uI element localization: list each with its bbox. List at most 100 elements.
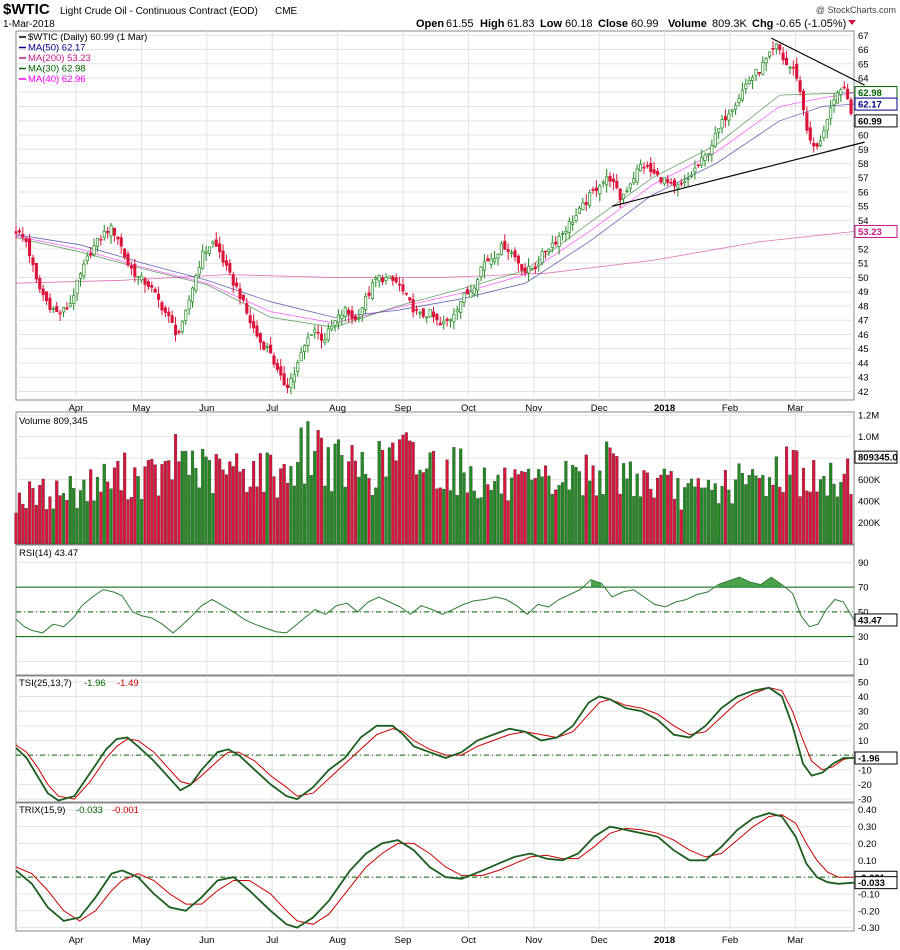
price-tag: 62.17	[858, 100, 882, 111]
volume-bar	[431, 451, 436, 545]
candle-body	[150, 285, 154, 288]
candle-body	[540, 251, 544, 263]
tsi-signal-value: -1.49	[117, 678, 139, 689]
volume-title: Volume 809,345	[19, 416, 88, 427]
volume-bar	[275, 497, 279, 545]
x-tick-label-bottom: Aug	[329, 935, 346, 946]
volume-bar	[686, 483, 690, 545]
volume-bar	[554, 489, 558, 545]
x-tick-label-price: Jun	[199, 403, 214, 414]
price-tag-box	[854, 97, 898, 111]
volume-bar	[41, 478, 45, 545]
candle-body	[309, 334, 313, 336]
volume-bar	[129, 497, 133, 545]
candle-body	[476, 279, 480, 291]
candle-body	[116, 236, 120, 240]
candle-body	[567, 221, 571, 233]
volume-bar	[367, 478, 371, 545]
y-tick-label: 70	[858, 583, 869, 594]
volume-bar	[316, 430, 320, 545]
candle-body	[662, 177, 666, 185]
candle-body	[414, 309, 419, 311]
candle-body	[693, 167, 697, 173]
candle-body	[801, 90, 806, 111]
volume-bar	[822, 475, 826, 545]
candle-body	[224, 260, 229, 266]
volume-bar	[520, 471, 524, 545]
candle-body	[425, 316, 429, 319]
volume-bar	[601, 494, 605, 545]
volume-bar	[75, 507, 79, 545]
volume-bar	[157, 495, 161, 545]
candle-body	[655, 170, 660, 175]
y-tick-label: 50	[858, 607, 869, 618]
candle-body	[812, 142, 816, 147]
volume-bar	[666, 474, 670, 545]
candle-body	[68, 302, 72, 307]
volume-bar	[214, 454, 218, 545]
candle-body	[727, 113, 731, 121]
candle-body	[238, 288, 242, 300]
volume-bar	[438, 487, 442, 545]
candle-body	[768, 51, 772, 57]
high-value: 61.83	[507, 18, 535, 30]
legend-label: MA(50) 62.17	[28, 43, 86, 54]
volume-bar	[784, 446, 789, 545]
volume-bar	[211, 493, 215, 545]
volume-bar	[173, 434, 178, 545]
volume-bar	[180, 451, 184, 545]
candle-body	[482, 261, 486, 271]
volume-bar	[476, 498, 480, 545]
volume-bar	[818, 479, 823, 545]
volume-bar	[574, 467, 578, 545]
volume-bar	[330, 491, 334, 545]
volume-bar	[170, 479, 174, 545]
x-tick-label-bottom: Apr	[69, 935, 84, 946]
candle-body	[323, 339, 327, 343]
volume-bar	[245, 491, 249, 545]
x-tick-label-price: Jul	[266, 403, 278, 414]
candle-body	[418, 311, 422, 314]
candle-body	[554, 241, 558, 245]
candle-body	[462, 292, 466, 303]
y-tick-label: 43	[858, 373, 869, 384]
candle-body	[666, 178, 670, 183]
candle-body	[730, 109, 734, 112]
candle-body	[523, 267, 527, 274]
candle-body	[516, 255, 520, 264]
candle-body	[48, 297, 52, 310]
y-tick-label: 200K	[858, 518, 881, 529]
candle-body	[306, 337, 310, 346]
volume-bar	[560, 482, 565, 545]
y-tick-label: 54	[858, 216, 869, 227]
candle-body	[408, 297, 412, 301]
volume-bar	[543, 465, 548, 545]
x-tick-label-price: Apr	[69, 403, 84, 414]
volume-bar	[133, 467, 137, 545]
volume-bar	[839, 482, 843, 545]
volume-bar	[829, 462, 833, 545]
open-label: Open	[416, 18, 444, 30]
candle-body	[639, 163, 643, 172]
legend-label: $WTIC (Daily) 60.99 (1 Mar)	[28, 32, 147, 43]
candle-body	[133, 264, 137, 277]
volume-bar	[72, 488, 76, 545]
rsi-tag-box	[854, 613, 898, 627]
volume-bar	[706, 479, 711, 545]
volume-bar	[435, 488, 439, 545]
candle-body	[296, 362, 300, 372]
open-value: 61.55	[446, 18, 474, 30]
candle-body	[771, 48, 775, 50]
volume-bar	[167, 460, 171, 545]
volume-bar	[581, 495, 585, 545]
y-tick-label: 0.30	[858, 822, 877, 833]
candle-body	[55, 306, 59, 313]
volume-bar	[272, 476, 276, 545]
y-tick-label: 30	[858, 632, 869, 643]
candle-body	[601, 181, 605, 184]
candle-body	[564, 230, 568, 234]
volume-bar	[347, 461, 351, 545]
candle-body	[330, 325, 334, 330]
volume-bar	[778, 486, 782, 545]
rsi-overbought-fill	[590, 579, 602, 588]
